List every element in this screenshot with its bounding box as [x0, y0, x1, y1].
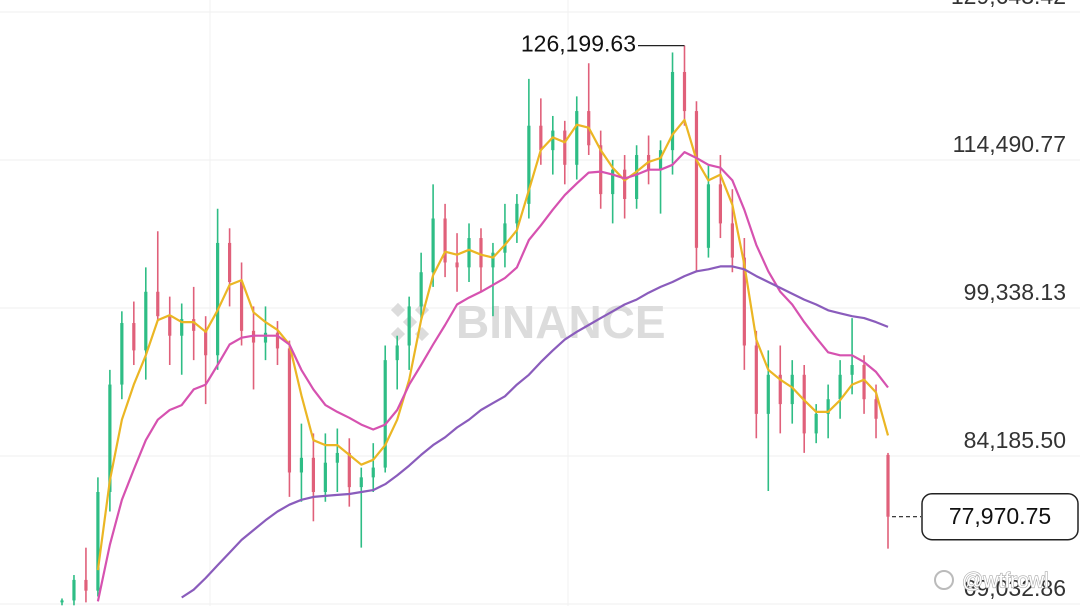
candle-body: [419, 272, 423, 307]
candle-body: [802, 374, 806, 434]
candle-body: [371, 467, 375, 478]
candle-body: [874, 399, 878, 419]
candle-body: [862, 365, 866, 400]
candle-body: [479, 238, 483, 268]
y-tick-label: 99,338.13: [964, 279, 1066, 305]
candle-body: [826, 399, 830, 414]
candle-body: [670, 72, 675, 151]
candle-body: [551, 130, 555, 151]
last-price-box: [921, 492, 1079, 541]
ma-line: [96, 151, 889, 602]
candle-body: [682, 72, 687, 112]
candle-body: [299, 457, 304, 473]
candle-body: [754, 345, 758, 414]
candle-body: [383, 360, 387, 468]
candle-body: [156, 291, 160, 317]
ma-line: [181, 265, 889, 599]
candle-body: [539, 125, 543, 151]
candle-body: [407, 306, 411, 346]
candle-body: [575, 111, 579, 165]
candle-body: [599, 145, 603, 195]
candle-body: [718, 184, 723, 224]
candle-body: [730, 223, 734, 258]
candle-body: [694, 111, 699, 248]
candle-body: [311, 457, 315, 493]
candle-body: [443, 218, 447, 263]
candle-body: [60, 600, 64, 603]
candle-body: [347, 452, 351, 488]
candle-body: [144, 291, 148, 351]
candle-body: [850, 365, 854, 375]
ma-line: [96, 118, 890, 571]
candle-body: [84, 579, 88, 591]
candle-body: [886, 454, 890, 517]
candle-body: [611, 169, 615, 195]
candle-body: [623, 169, 627, 199]
candle-body: [395, 345, 399, 361]
candle-body: [814, 413, 818, 434]
candle-body: [108, 384, 112, 493]
candle-body: [778, 374, 782, 405]
y-tick-label: 69,032.86: [964, 575, 1066, 601]
candle-body: [467, 238, 471, 268]
credit: @wtfrowl: [934, 569, 1049, 593]
candle-body: [563, 130, 567, 165]
candle-body: [635, 155, 639, 199]
candle-body: [335, 452, 339, 463]
candle-body: [132, 323, 136, 351]
candle-body: [239, 282, 244, 331]
watermark: BINANCE: [390, 296, 666, 348]
candle-body: [72, 579, 76, 601]
high-label: 126,199.63: [521, 31, 636, 57]
candle-body: [838, 374, 842, 400]
candle-body: [766, 374, 770, 414]
candle-body: [790, 374, 794, 405]
candle-body: [323, 462, 327, 493]
candle-body: [168, 316, 172, 336]
y-tick-label: 84,185.50: [964, 427, 1066, 453]
candle-body: [204, 330, 208, 356]
candle-body: [431, 218, 435, 273]
candle-body: [120, 323, 124, 385]
candle-body: [527, 125, 531, 204]
watermark-text: BINANCE: [456, 296, 666, 348]
candle-body: [491, 252, 495, 268]
candle-body: [216, 242, 220, 356]
last-price-label: 77,970.75: [949, 503, 1051, 529]
candle-body: [359, 477, 363, 488]
y-tick-label: 114,490.77: [953, 131, 1066, 157]
credit-text: @wtfrowl: [962, 570, 1049, 593]
candle-body: [287, 348, 292, 473]
candle-body: [503, 223, 507, 253]
credit-icon: [934, 570, 954, 590]
y-tick-label: 129,643.42: [951, 0, 1066, 9]
candle-body: [263, 332, 268, 343]
candle-body: [227, 242, 232, 283]
candle-body: [455, 262, 459, 268]
candle-body: [96, 492, 100, 591]
candle-body: [275, 332, 280, 349]
candle-body: [706, 184, 711, 248]
candle-body: [192, 319, 196, 331]
candle-body: [515, 203, 519, 224]
candle-body: [742, 257, 746, 346]
candle-body: [658, 150, 663, 170]
candle-body: [180, 319, 184, 336]
